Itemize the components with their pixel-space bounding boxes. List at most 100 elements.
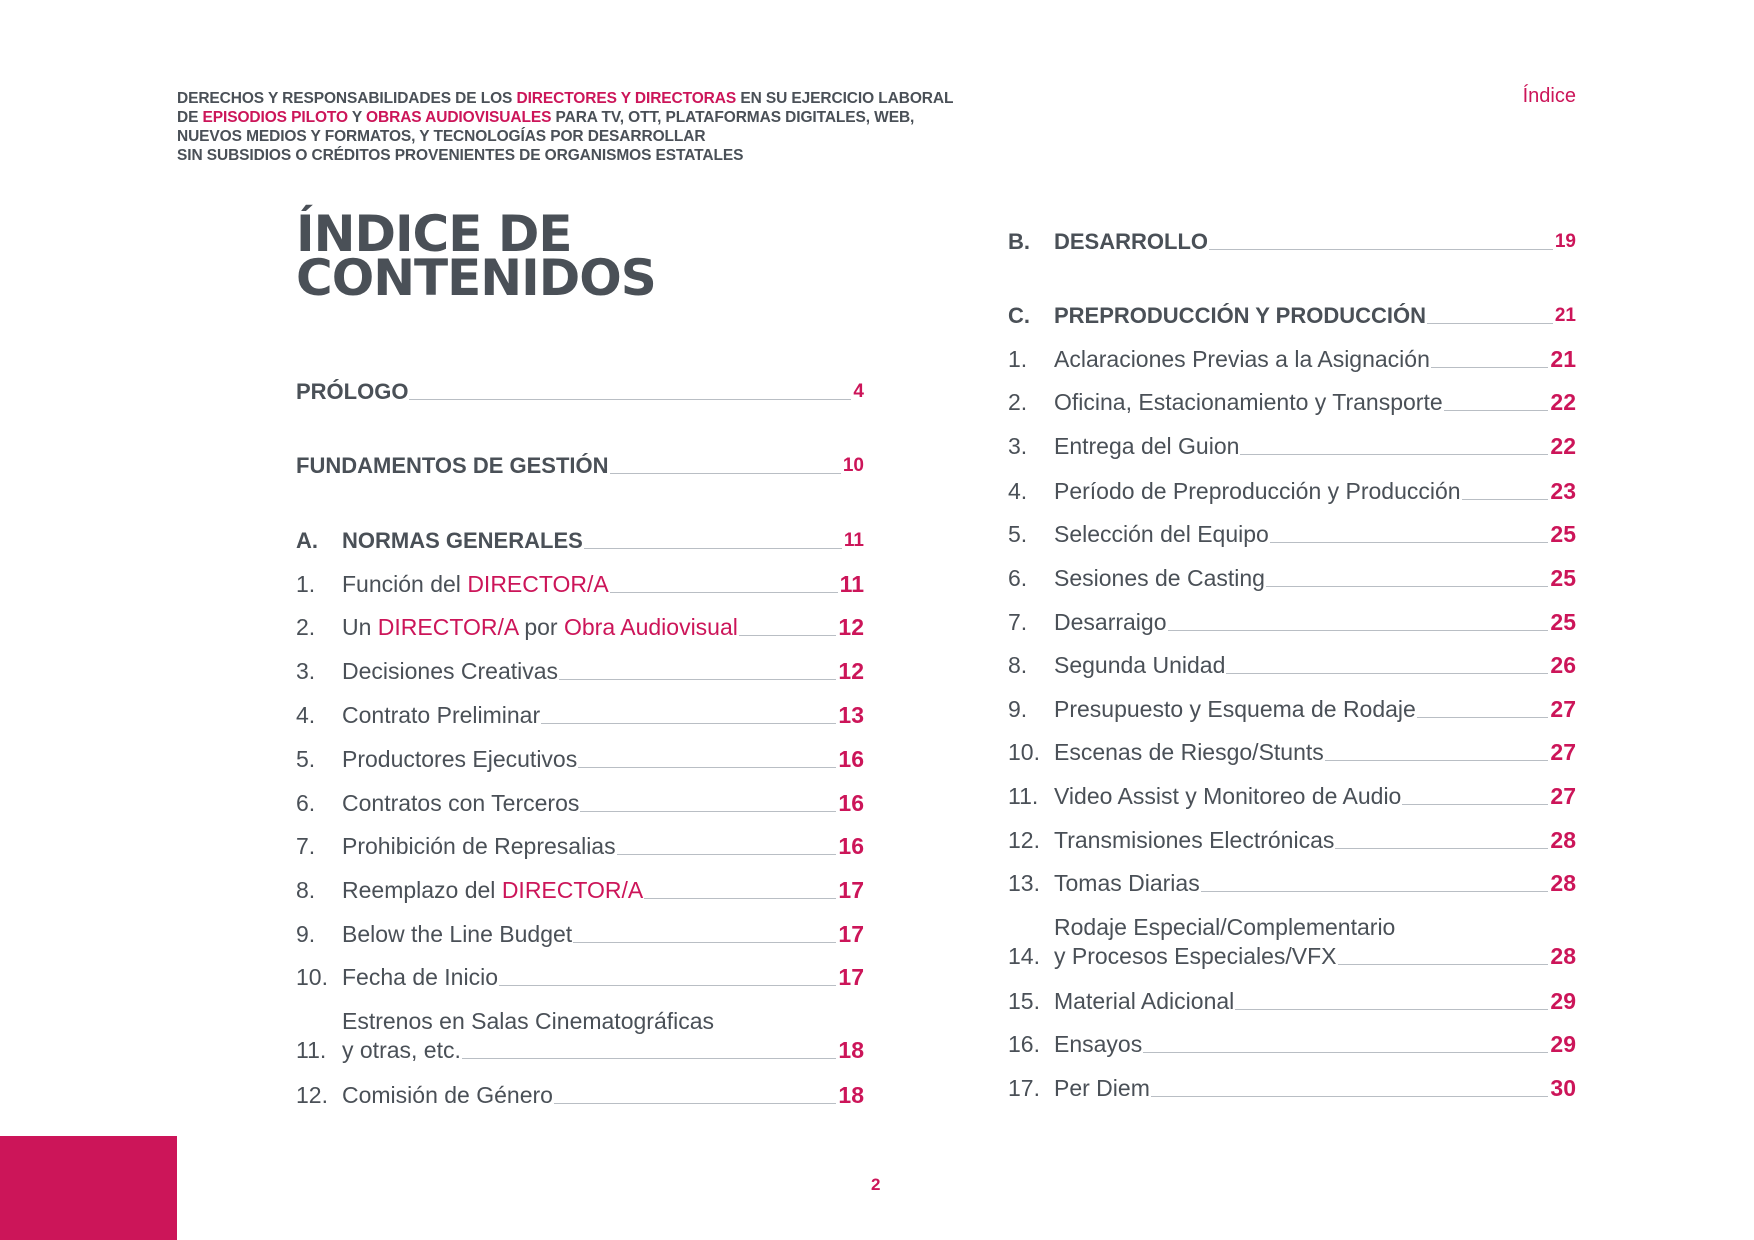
entry-number: 10. xyxy=(1008,739,1040,765)
header-text: DERECHOS Y RESPONSABILIDADES DE LOS xyxy=(177,90,517,107)
entry-line-2: y Procesos Especiales/VFX 28 xyxy=(1054,942,1576,971)
entry-number: 3. xyxy=(296,658,316,684)
dot-leader xyxy=(1265,586,1549,587)
entry-title: Reemplazo del DIRECTOR/A xyxy=(342,876,643,905)
entry-page: 12 xyxy=(838,658,864,684)
toc-entry[interactable]: 10. Fecha de Inicio 17 xyxy=(296,963,864,992)
toc-entry[interactable]: 1. Aclaraciones Previas a la Asignación 21 xyxy=(1008,345,1576,374)
entry-text: Per Diem xyxy=(1054,1075,1150,1101)
header-text: PARA TV, OTT, PLATAFORMAS DIGITALES, WEB… xyxy=(551,109,915,126)
entry-number: 13. xyxy=(1008,870,1040,896)
toc-entry[interactable]: 16. Ensayos 29 xyxy=(1008,1030,1576,1059)
toc-entry[interactable]: 4. Período de Preproducción y Producción 2… xyxy=(1008,477,1576,506)
entry-page: 11 xyxy=(843,530,864,551)
toc-entry[interactable]: 11. Video Assist y Monitoreo de Audio 27 xyxy=(1008,782,1576,811)
toc-entry[interactable]: 3. Decisiones Creativas 12 xyxy=(296,657,864,686)
entry-text: Desarraigo xyxy=(1054,609,1167,635)
toc-entry[interactable]: B. DESARROLLO 19 xyxy=(1008,227,1576,256)
page-number: 2 xyxy=(871,1175,881,1194)
toc-entry[interactable]: 6. Sesiones de Casting 25 xyxy=(1008,564,1576,593)
entry-number: 7. xyxy=(1008,609,1028,635)
entry-page: 11 xyxy=(839,571,864,597)
entry-page: 17 xyxy=(838,964,864,990)
dot-leader xyxy=(583,548,842,549)
entry-number: 5. xyxy=(296,746,316,772)
entry-text: Comisión de Género xyxy=(342,1082,553,1108)
toc-entry[interactable]: 11. Estrenos en Salas Cinematográficas y o… xyxy=(296,1007,864,1065)
toc-entry[interactable]: 6. Contratos con Terceros 16 xyxy=(296,789,864,818)
entry-page: 27 xyxy=(1550,739,1576,765)
entry-number: 17. xyxy=(1008,1075,1040,1101)
toc-entry[interactable]: 10. Escenas de Riesgo/Stunts 27 xyxy=(1008,738,1576,767)
highlighted-text: OBRAS AUDIOVISUALES xyxy=(366,109,552,126)
entry-text: Entrega del Guion xyxy=(1054,433,1240,459)
toc-entry[interactable]: 8. Reemplazo del DIRECTOR/A 17 xyxy=(296,876,864,905)
entry-text: NORMAS GENERALES xyxy=(342,528,583,553)
entry-number: 12. xyxy=(296,1082,328,1108)
entry-page: 16 xyxy=(838,833,864,859)
entry-text: Período de Preproducción y Producción xyxy=(1054,478,1461,504)
entry-page: 25 xyxy=(1550,521,1576,547)
entry-line-2: y otras, etc. 18 xyxy=(342,1036,864,1065)
entry-text: y otras, etc. xyxy=(342,1037,461,1063)
toc-entry[interactable]: 2. Un DIRECTOR/A por Obra Audiovisual 12 xyxy=(296,613,864,642)
entry-number: C. xyxy=(1008,303,1030,328)
document-header: DERECHOS Y RESPONSABILIDADES DE LOS DIRE… xyxy=(177,89,953,165)
entry-title: Contratos con Terceros xyxy=(342,789,579,818)
entry-page: 29 xyxy=(1550,988,1576,1014)
toc-entry[interactable]: 1. Función del DIRECTOR/A 11 xyxy=(296,570,864,599)
entry-text: Decisiones Creativas xyxy=(342,658,559,684)
entry-text: PRÓLOGO xyxy=(296,379,409,404)
dot-leader xyxy=(738,635,837,636)
entry-number: 2. xyxy=(296,614,316,640)
toc-entry[interactable]: 3. Entrega del Guion 22 xyxy=(1008,432,1576,461)
toc-entry[interactable]: FUNDAMENTOS DE GESTIÓN 10 xyxy=(296,451,864,480)
toc-entry[interactable]: 9. Presupuesto y Esquema de Rodaje 27 xyxy=(1008,695,1576,724)
highlighted-text: DIRECTOR/A xyxy=(467,571,609,597)
entry-text: Fecha de Inicio xyxy=(342,964,498,990)
toc-entry[interactable]: 7. Prohibición de Represalias 16 xyxy=(296,832,864,861)
toc-entry[interactable]: 14. Rodaje Especial/Complementario y Proce… xyxy=(1008,913,1576,971)
dot-leader xyxy=(1269,542,1549,543)
entry-text: Presupuesto y Esquema de Rodaje xyxy=(1054,696,1416,722)
toc-entry[interactable]: 5. Productores Ejecutivos 16 xyxy=(296,745,864,774)
entry-page: 28 xyxy=(1550,943,1576,969)
toc-entry[interactable]: 8. Segunda Unidad 26 xyxy=(1008,651,1576,680)
entry-title: Productores Ejecutivos xyxy=(342,745,577,774)
dot-leader xyxy=(616,854,837,855)
header-text: EN SU EJERCICIO LABORAL xyxy=(736,90,954,107)
dot-leader xyxy=(559,679,837,680)
toc-entry[interactable]: 12. Comisión de Género 18 xyxy=(296,1081,864,1110)
toc-entry[interactable]: PRÓLOGO 4 xyxy=(296,377,864,406)
entry-number: 9. xyxy=(296,921,316,947)
entry-text: Contratos con Terceros xyxy=(342,790,580,816)
toc-entry[interactable]: 2. Oficina, Estacionamiento y Transporte 2… xyxy=(1008,388,1576,417)
toc-entry[interactable]: 5. Selección del Equipo 25 xyxy=(1008,520,1576,549)
toc-entry[interactable]: 7. Desarraigo 25 xyxy=(1008,608,1576,637)
toc-entry[interactable]: C. PREPRODUCCIÓN Y PRODUCCIÓN 21 xyxy=(1008,301,1576,330)
toc-entry[interactable]: 9. Below the Line Budget 17 xyxy=(296,920,864,949)
toc-entry[interactable]: 13. Tomas Diarias 28 xyxy=(1008,869,1576,898)
entry-page: 26 xyxy=(1550,652,1576,678)
toc-entry[interactable]: 17. Per Diem 30 xyxy=(1008,1074,1576,1103)
entry-title: Decisiones Creativas xyxy=(342,657,558,686)
entry-number: 12. xyxy=(1008,827,1040,853)
entry-page: 21 xyxy=(1554,305,1576,326)
entry-text: y Procesos Especiales/VFX xyxy=(1054,943,1337,969)
toc-entry[interactable]: A. NORMAS GENERALES 11 xyxy=(296,526,864,555)
toc-entry[interactable]: 15. Material Adicional 29 xyxy=(1008,987,1576,1016)
toc-entry[interactable]: 4. Contrato Preliminar 13 xyxy=(296,701,864,730)
entry-page: 22 xyxy=(1550,433,1576,459)
entry-page: 28 xyxy=(1550,870,1576,896)
dot-leader xyxy=(1235,1009,1549,1010)
entry-title: Entrega del Guion xyxy=(1054,432,1239,461)
entry-page: 25 xyxy=(1550,565,1576,591)
entry-text: Ensayos xyxy=(1054,1031,1143,1057)
entry-title: Ensayos xyxy=(1054,1030,1142,1059)
toc-entry[interactable]: 12. Transmisiones Electrónicas 28 xyxy=(1008,826,1576,855)
index-link[interactable]: Índice xyxy=(1522,85,1576,107)
dot-leader xyxy=(1335,848,1549,849)
header-text: NUEVOS MEDIOS Y FORMATOS, Y TECNOLOGÍAS … xyxy=(177,128,706,145)
entry-title: Per Diem xyxy=(1054,1074,1150,1103)
entry-text: Transmisiones Electrónicas xyxy=(1054,827,1335,853)
